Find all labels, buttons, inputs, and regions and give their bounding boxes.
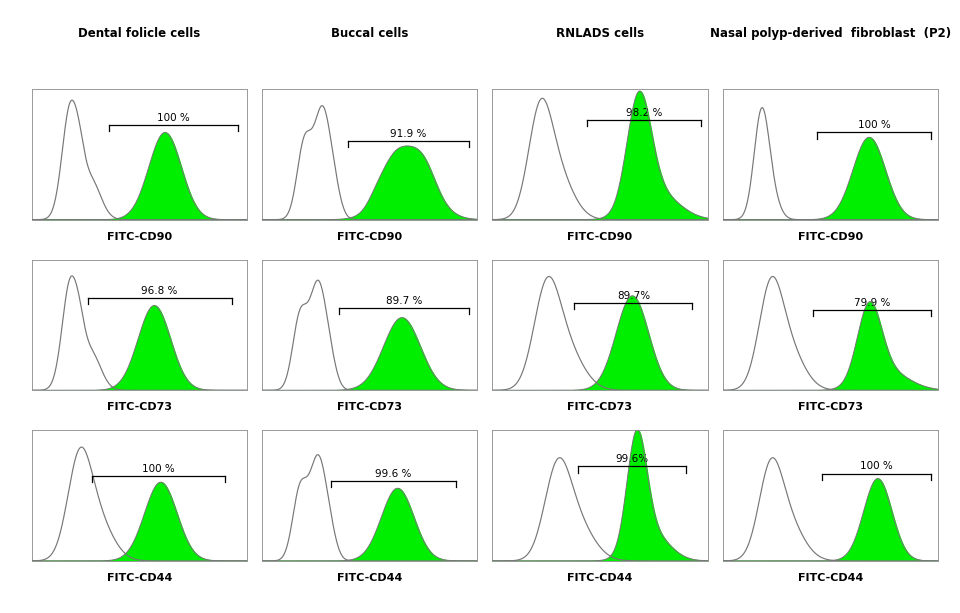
- Text: FITC-CD73: FITC-CD73: [337, 403, 402, 413]
- Text: FITC-CD90: FITC-CD90: [337, 232, 402, 242]
- Text: Nasal polyp-derived  fibroblast  (P2): Nasal polyp-derived fibroblast (P2): [709, 27, 951, 40]
- Text: 100 %: 100 %: [142, 463, 175, 474]
- Text: RNLADS cells: RNLADS cells: [556, 27, 644, 40]
- Text: 100 %: 100 %: [858, 120, 891, 130]
- Text: FITC-CD44: FITC-CD44: [798, 573, 863, 583]
- Text: FITC-CD90: FITC-CD90: [798, 232, 863, 242]
- Text: 89.7%: 89.7%: [616, 291, 650, 300]
- Text: 79.9 %: 79.9 %: [854, 298, 891, 308]
- Text: FITC-CD90: FITC-CD90: [107, 232, 172, 242]
- Text: Buccal cells: Buccal cells: [331, 27, 408, 40]
- Text: 100 %: 100 %: [860, 462, 893, 471]
- Text: 100 %: 100 %: [157, 113, 190, 123]
- Text: FITC-CD90: FITC-CD90: [567, 232, 633, 242]
- Text: 99.6 %: 99.6 %: [375, 468, 412, 479]
- Text: FITC-CD73: FITC-CD73: [567, 403, 633, 413]
- Text: FITC-CD73: FITC-CD73: [107, 403, 172, 413]
- Text: 89.7 %: 89.7 %: [386, 295, 422, 305]
- Text: FITC-CD44: FITC-CD44: [337, 573, 402, 583]
- Text: FITC-CD44: FITC-CD44: [567, 573, 633, 583]
- Text: FITC-CD44: FITC-CD44: [107, 573, 172, 583]
- Text: 91.9 %: 91.9 %: [390, 129, 426, 139]
- Text: FITC-CD73: FITC-CD73: [798, 403, 863, 413]
- Text: 96.8 %: 96.8 %: [141, 286, 178, 296]
- Text: Dental folicle cells: Dental folicle cells: [78, 27, 201, 40]
- Text: 98.2 %: 98.2 %: [626, 108, 662, 118]
- Text: 99.6%: 99.6%: [615, 454, 649, 464]
